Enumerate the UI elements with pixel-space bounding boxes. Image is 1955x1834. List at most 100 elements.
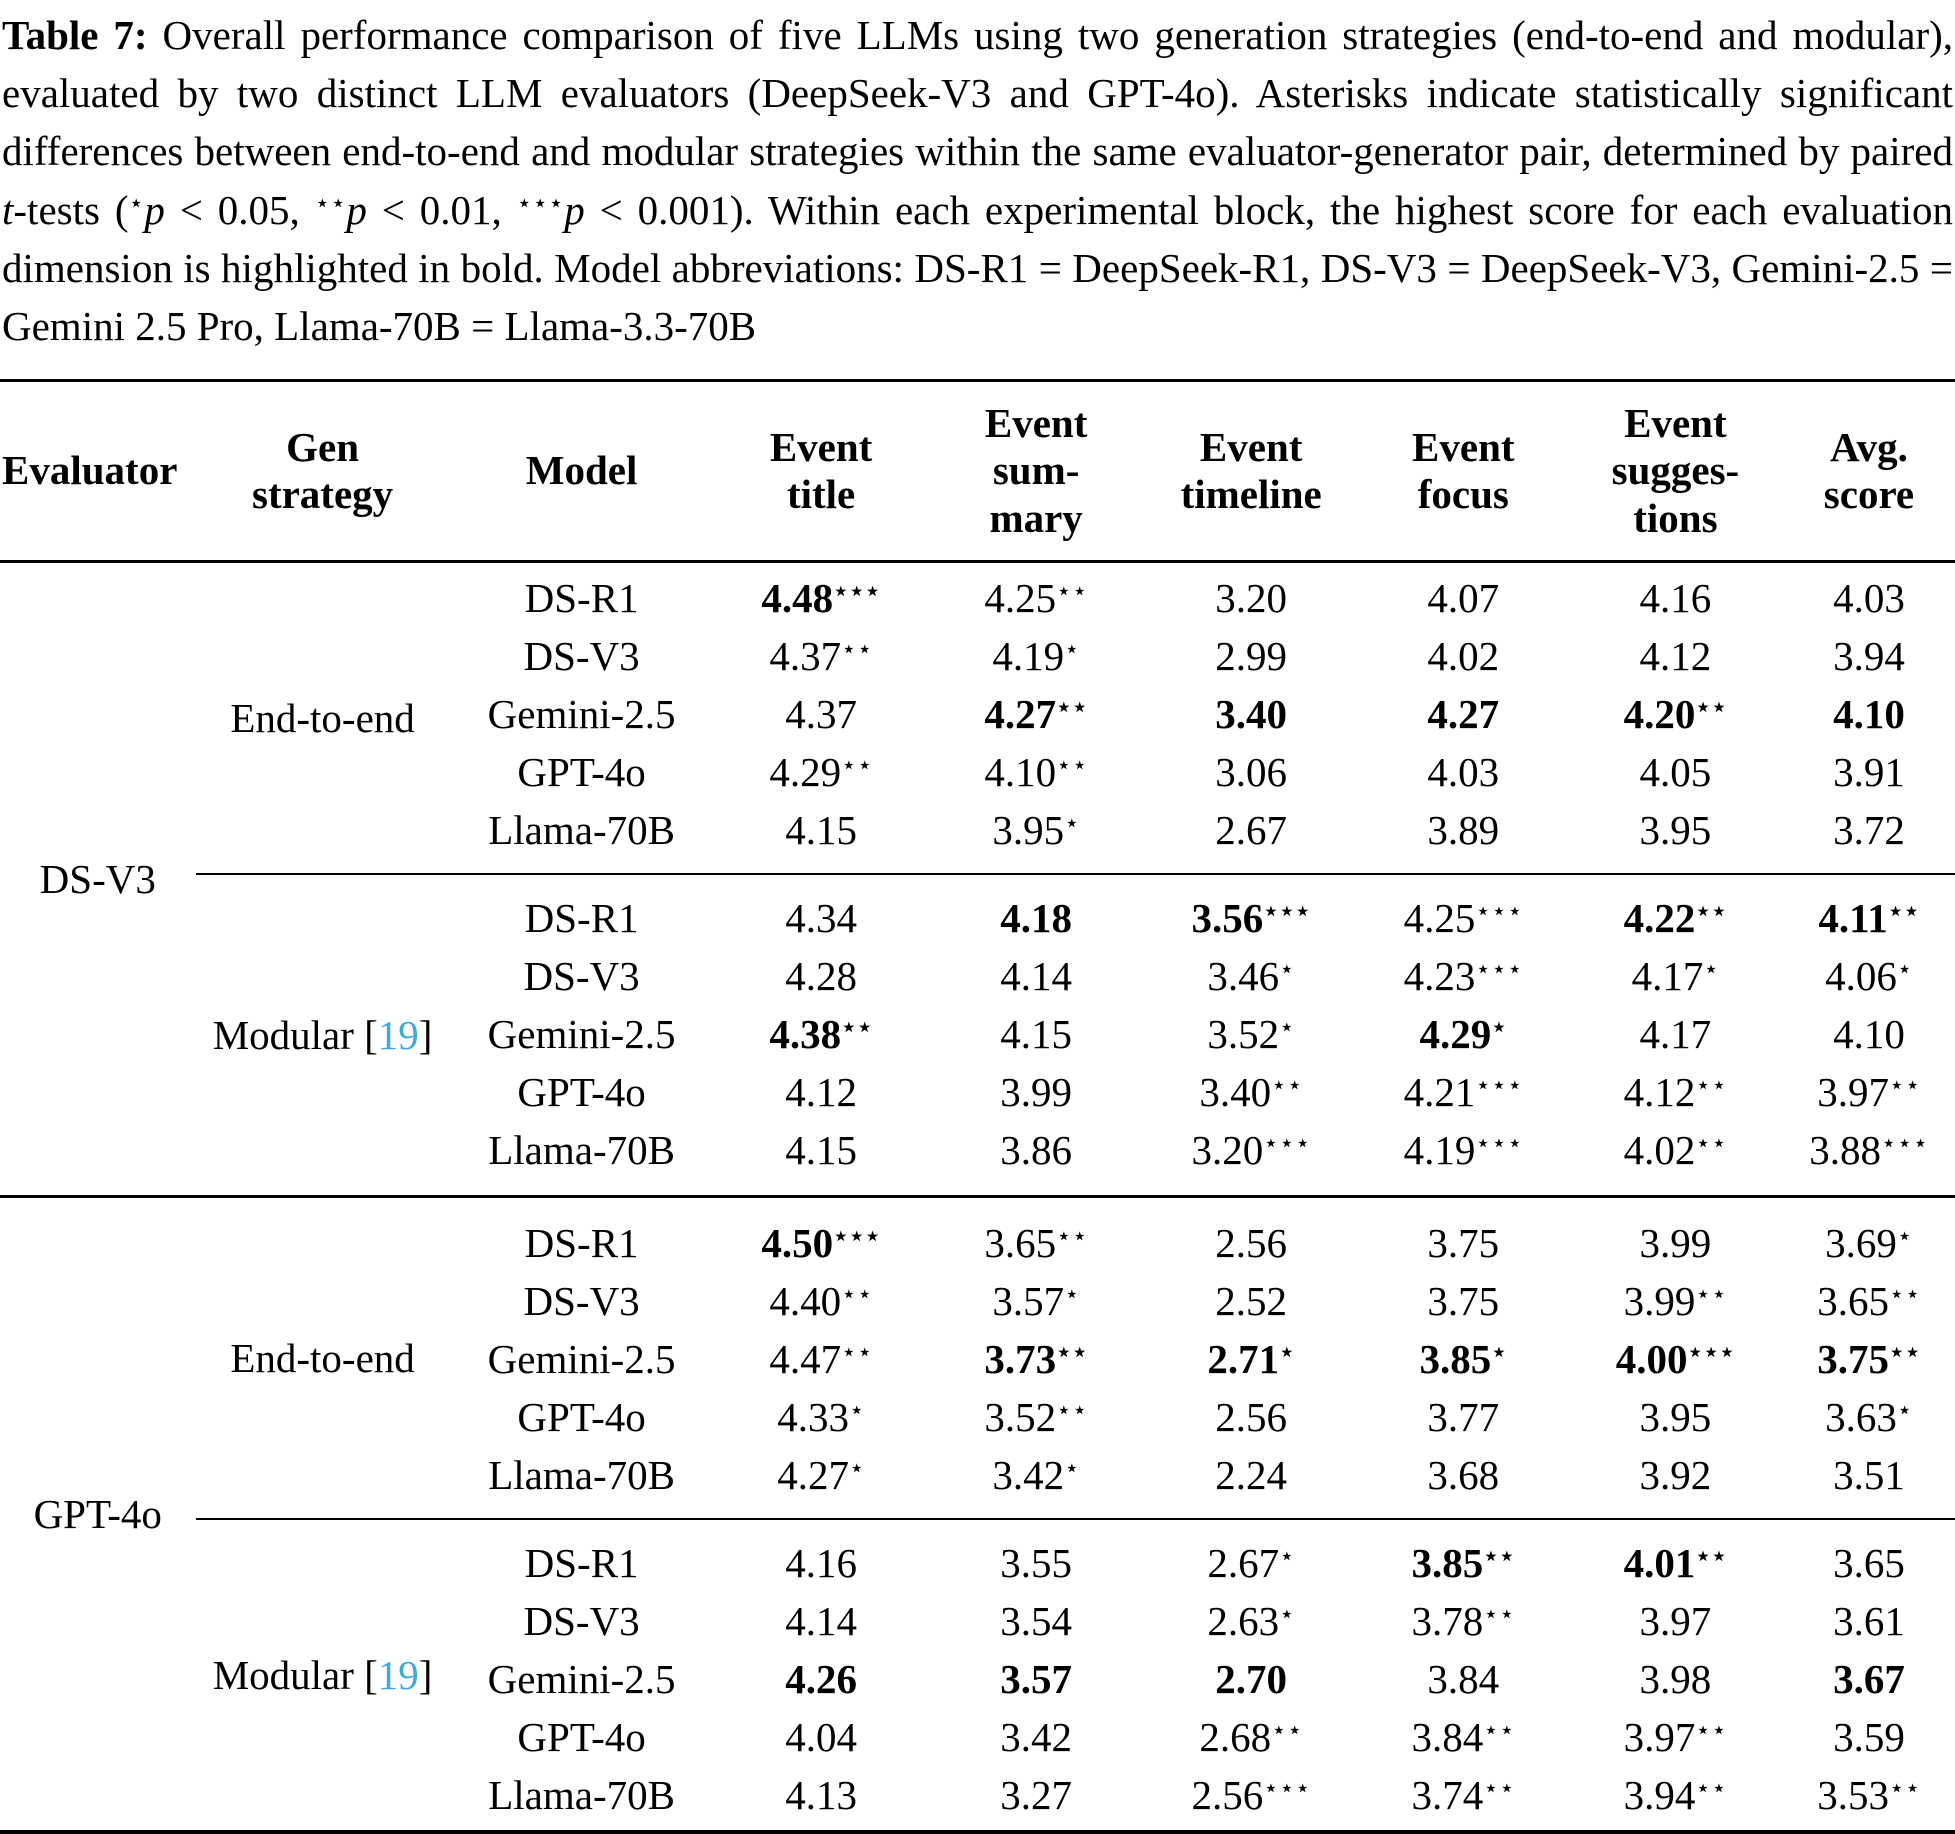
score-cell: 3.85⋆ xyxy=(1359,1330,1568,1388)
significance-stars: ⋆⋆ xyxy=(1695,691,1728,721)
score-value: 4.05 xyxy=(1639,748,1712,795)
score-cell: 3.51 xyxy=(1782,1445,1955,1520)
score-value: 2.56 xyxy=(1215,1393,1288,1440)
score-cell: 4.03 xyxy=(1783,561,1955,627)
significance-stars: ⋆⋆ xyxy=(1695,895,1728,925)
significance-stars: ⋆⋆ xyxy=(1695,1278,1728,1308)
significance-stars: ⋆ xyxy=(849,1452,865,1482)
score-cell: 3.52⋆ xyxy=(1144,1005,1359,1063)
score-value: 3.95 xyxy=(992,806,1065,853)
score-value: 2.70 xyxy=(1215,1655,1288,1702)
score-cell: 4.47⋆⋆ xyxy=(714,1330,929,1388)
score-value: 4.00 xyxy=(1615,1335,1688,1382)
score-cell: 3.54 xyxy=(929,1592,1144,1650)
strategy-cell: Modular [19] xyxy=(212,1651,433,1698)
score-cell: 2.52 xyxy=(1144,1272,1359,1330)
score-cell: 2.56⋆⋆⋆ xyxy=(1144,1766,1359,1832)
score-value: 4.10 xyxy=(1833,1010,1905,1057)
citation-link[interactable]: 19 xyxy=(377,1011,419,1058)
header-gen-strategy: Gen strategy xyxy=(251,423,394,518)
significance-stars: ⋆ xyxy=(1279,1011,1295,1041)
significance-stars: ⋆⋆ xyxy=(1695,1127,1728,1157)
score-value: 4.25 xyxy=(1403,894,1476,941)
score-cell: 4.19⋆⋆⋆ xyxy=(1358,1120,1568,1198)
significance-stars: ⋆⋆ xyxy=(841,1011,873,1041)
score-cell: 3.52⋆⋆ xyxy=(929,1388,1144,1446)
score-cell: 3.95 xyxy=(1567,800,1783,875)
score-value: 4.27 xyxy=(984,690,1057,737)
score-value: 3.46 xyxy=(1207,952,1280,999)
score-value: 4.28 xyxy=(785,952,857,999)
header-evaluator: Evaluator xyxy=(2,447,178,494)
header-row: Evaluator Gen strategy Model Event title… xyxy=(0,381,1955,562)
score-cell: 3.99 xyxy=(929,1063,1144,1121)
model-cell: DS-R1 xyxy=(524,1219,639,1266)
score-cell: 3.84 xyxy=(1359,1650,1568,1708)
score-cell: 3.77 xyxy=(1359,1388,1568,1446)
table-row: GPT-4o 4.29⋆⋆ 4.10⋆⋆ 3.06 4.03 4.05 3.91 xyxy=(0,743,1955,801)
significance-stars: ⋆⋆ xyxy=(1888,1772,1921,1802)
model-cell: Gemini-2.5 xyxy=(487,1655,676,1702)
model-cell: DS-V3 xyxy=(523,632,640,679)
strategy-cell: End-to-end xyxy=(195,561,450,875)
score-value: 3.65 xyxy=(1817,1277,1889,1324)
score-value: 3.72 xyxy=(1833,806,1905,853)
score-value: 3.27 xyxy=(1000,1771,1072,1818)
score-value: 4.07 xyxy=(1427,574,1500,621)
score-value: 4.02 xyxy=(1623,1126,1696,1173)
score-value: 3.40 xyxy=(1215,690,1288,737)
score-value: 4.26 xyxy=(785,1655,857,1702)
significance-stars: ⋆⋆ xyxy=(314,187,347,217)
score-value: 4.06 xyxy=(1825,952,1897,999)
caption-text: -tests ( xyxy=(13,186,129,233)
header-avg-score: Avg. score xyxy=(1823,423,1915,518)
citation-link[interactable]: 19 xyxy=(377,1651,419,1698)
score-value: 2.56 xyxy=(1215,1219,1288,1266)
score-value: 2.24 xyxy=(1215,1451,1288,1498)
table-row: DS-V3 4.40⋆⋆ 3.57⋆ 2.52 3.75 3.99⋆⋆ 3.65⋆⋆ xyxy=(0,1272,1955,1330)
caption-label: Table 7: xyxy=(2,12,148,58)
score-cell: 4.17 xyxy=(1568,1005,1783,1063)
score-value: 3.85 xyxy=(1411,1539,1484,1586)
score-value: 3.75 xyxy=(1427,1219,1500,1266)
score-value: 4.16 xyxy=(1639,574,1712,621)
score-value: 4.04 xyxy=(785,1713,857,1760)
score-cell: 4.48⋆⋆⋆ xyxy=(714,561,929,627)
score-cell: 3.46⋆ xyxy=(1144,947,1359,1005)
significance-stars: ⋆ xyxy=(1279,1540,1295,1570)
significance-stars: ⋆⋆⋆ xyxy=(1263,1772,1311,1802)
significance-stars: ⋆⋆ xyxy=(1271,1714,1303,1744)
score-value: 4.29 xyxy=(769,748,842,795)
score-value: 3.75 xyxy=(1817,1335,1889,1382)
score-value: 3.74 xyxy=(1411,1771,1484,1818)
score-value: 3.99 xyxy=(1639,1219,1712,1266)
table-row: Gemini-2.5 4.47⋆⋆ 3.73⋆⋆ 2.71⋆ 3.85⋆ 4.00⋆⋆⋆ 3… xyxy=(0,1330,1955,1388)
score-cell: 3.56⋆⋆⋆ xyxy=(1144,874,1359,947)
significance-stars: ⋆ xyxy=(1279,1336,1295,1366)
score-cell: 2.24 xyxy=(1143,1445,1359,1520)
table-row: GPT-4o 4.12 3.99 3.40⋆⋆ 4.21⋆⋆⋆ 4.12⋆⋆ 3.97⋆⋆ xyxy=(0,1063,1955,1121)
significance-stars: ⋆⋆ xyxy=(1483,1772,1516,1802)
score-value: 3.63 xyxy=(1825,1393,1897,1440)
significance-stars: ⋆⋆⋆ xyxy=(516,187,565,217)
score-cell: 4.22⋆⋆ xyxy=(1568,874,1783,947)
model-cell: DS-R1 xyxy=(524,894,639,941)
score-cell: 3.92 xyxy=(1567,1445,1783,1520)
significance-stars: ⋆⋆ xyxy=(1483,1598,1516,1628)
score-cell: 4.18 xyxy=(929,874,1144,947)
score-value: 3.95 xyxy=(1639,806,1712,853)
caption-text: < 0.001). Within each experimental block… xyxy=(2,186,1954,350)
significance-stars: ⋆⋆⋆ xyxy=(1263,1127,1311,1157)
score-value: 3.55 xyxy=(1000,1539,1072,1586)
score-cell: 4.29⋆⋆ xyxy=(714,743,929,801)
score-value: 2.52 xyxy=(1215,1277,1288,1324)
significance-stars: ⋆ xyxy=(1064,1278,1080,1308)
table-row: DS-V3 End-to-end DS-R1 4.48⋆⋆⋆ 4.25⋆⋆ 3.20 4.0… xyxy=(0,561,1955,1198)
score-cell: 3.94⋆⋆ xyxy=(1568,1766,1783,1832)
significance-stars: ⋆⋆ xyxy=(1695,1714,1728,1744)
score-cell: 4.19⋆ xyxy=(929,627,1144,685)
score-value: 4.10 xyxy=(1833,690,1905,737)
score-cell: 3.94 xyxy=(1783,627,1955,685)
score-cell: 3.40 xyxy=(1144,685,1359,743)
significance-stars: ⋆⋆ xyxy=(1695,1772,1728,1802)
